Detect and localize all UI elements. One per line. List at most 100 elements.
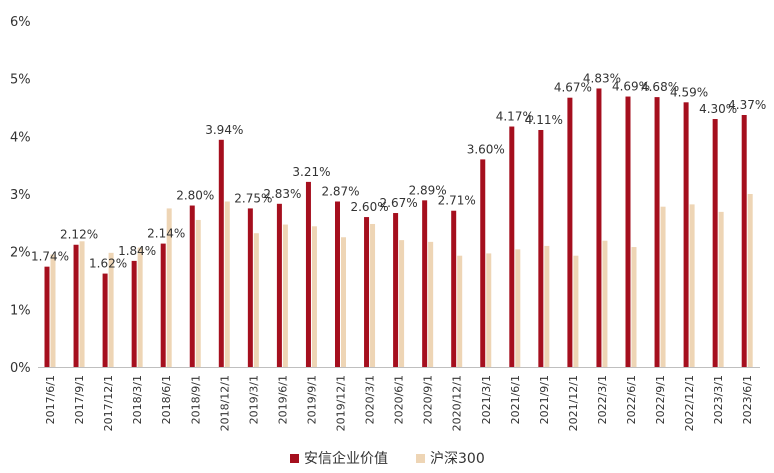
x-tick-label: 2020/9/1 (422, 375, 435, 424)
x-tick-label: 2019/6/1 (276, 375, 289, 424)
data-label: 1.74% (31, 250, 69, 264)
x-tick-label: 2020/3/1 (364, 375, 377, 424)
bar-series-1 (573, 255, 579, 367)
x-tick-label: 2018/3/1 (131, 375, 144, 424)
y-tick-label: 2% (10, 246, 31, 261)
bar-series-1 (224, 201, 230, 367)
bar-series-0 (741, 114, 747, 367)
bar-series-0 (538, 129, 544, 367)
bars (44, 88, 753, 368)
data-label: 2.71% (438, 194, 476, 208)
data-label: 4.67% (554, 81, 592, 95)
bar-series-0 (305, 181, 311, 367)
bar-series-0 (567, 97, 573, 368)
y-tick-label: 1% (10, 303, 31, 318)
x-tick-label: 2022/9/1 (654, 375, 667, 424)
bar-series-0 (335, 201, 340, 367)
x-tick-label: 2019/12/1 (335, 375, 348, 431)
x-tick-label: 2019/9/1 (305, 375, 318, 424)
bar-series-1 (195, 219, 201, 367)
bar-series-0 (102, 273, 108, 367)
data-label: 2.83% (263, 187, 301, 201)
bar-series-1 (166, 208, 172, 367)
data-labels: 1.74% 2.12% 1.62%1.84% 2.14% 2.80% 3.94% 2.75%… (31, 71, 766, 270)
data-label: 1.84% (118, 244, 156, 258)
bar-series-0 (160, 243, 166, 367)
bar-series-0 (44, 266, 50, 367)
bar-series-0 (625, 96, 631, 367)
bar-series-1 (747, 194, 753, 367)
data-label: 2.12% (60, 228, 98, 242)
data-label: 2.14% (147, 227, 185, 241)
x-tick-label: 2017/9/1 (73, 375, 86, 424)
data-label: 4.83% (583, 71, 621, 85)
x-tick-label: 2019/3/1 (247, 375, 260, 424)
x-tick-label: 2020/12/1 (451, 375, 464, 431)
bar-series-0 (218, 139, 224, 367)
legend-swatch-series-1 (416, 454, 425, 463)
x-tick-label: 2023/3/1 (712, 375, 725, 424)
bar-series-1 (399, 240, 405, 367)
data-label: 2.80% (176, 189, 214, 203)
bar-series-1 (486, 253, 492, 367)
data-label: 4.37% (728, 98, 766, 112)
y-tick-label: 0% (10, 361, 31, 376)
bar-series-0 (364, 217, 370, 367)
bar-series-1 (370, 223, 376, 367)
bar-series-0 (712, 119, 718, 368)
x-tick-label: 2018/6/1 (160, 375, 173, 424)
bar-series-0 (73, 244, 79, 367)
legend-label-series-1: 沪深300 (430, 451, 485, 467)
data-label: 1.62% (89, 257, 127, 271)
bar-series-1 (660, 206, 666, 367)
bar-series-0 (683, 102, 689, 367)
data-label: 2.67% (380, 196, 418, 210)
x-tick-label: 2021/6/1 (509, 375, 522, 424)
x-tick-label: 2020/6/1 (393, 375, 406, 424)
x-tick-label: 2017/12/1 (102, 375, 115, 431)
x-tick-label: 2021/3/1 (480, 375, 493, 424)
x-tick-label: 2021/12/1 (567, 375, 580, 431)
x-axis: 2017/6/1 2017/9/1 2017/12/1 2018/3/1 2018/6/… (44, 375, 754, 431)
bar-series-1 (79, 241, 85, 367)
data-label: 3.21% (292, 165, 330, 179)
bar-series-1 (631, 247, 637, 367)
x-tick-label: 2018/9/1 (189, 375, 202, 424)
x-tick-label: 2022/12/1 (683, 375, 696, 431)
data-label: 4.11% (525, 113, 563, 127)
legend: 安信企业价值 沪深300 (290, 450, 485, 467)
bar-series-0 (189, 205, 195, 367)
data-label: 2.75% (234, 191, 272, 205)
data-label: 4.17% (496, 110, 534, 124)
bar-series-1 (515, 249, 521, 367)
data-label: 2.87% (321, 184, 359, 198)
bar-series-0 (654, 97, 660, 368)
legend-label-series-0: 安信企业价值 (304, 450, 388, 467)
bar-series-1 (602, 240, 608, 367)
x-tick-label: 2022/6/1 (625, 375, 638, 424)
bar-series-1 (137, 247, 143, 367)
bar-series-0 (422, 200, 428, 367)
bar-series-1 (544, 245, 550, 367)
bar-series-1 (341, 237, 346, 367)
data-label: 4.30% (699, 102, 737, 116)
data-label: 3.94% (205, 123, 243, 137)
bar-series-0 (247, 208, 253, 367)
y-axis: 0% 1% 2% 3% 4% 5% 6% (10, 15, 31, 376)
x-tick-label: 2023/6/1 (741, 375, 754, 424)
bar-series-0 (596, 88, 602, 367)
bar-series-1 (311, 226, 317, 367)
y-tick-label: 4% (10, 130, 31, 145)
x-tick-label: 2017/6/1 (44, 375, 57, 424)
bar-series-1 (253, 233, 259, 367)
bar-series-0 (131, 260, 137, 367)
data-label: 2.60% (350, 200, 388, 214)
y-tick-label: 6% (10, 15, 31, 30)
y-tick-label: 5% (10, 73, 31, 88)
bar-series-1 (50, 254, 56, 367)
bar-series-1 (282, 224, 288, 367)
data-label: 3.60% (467, 142, 505, 156)
x-tick-label: 2021/9/1 (538, 375, 551, 424)
bar-series-1 (689, 204, 695, 367)
